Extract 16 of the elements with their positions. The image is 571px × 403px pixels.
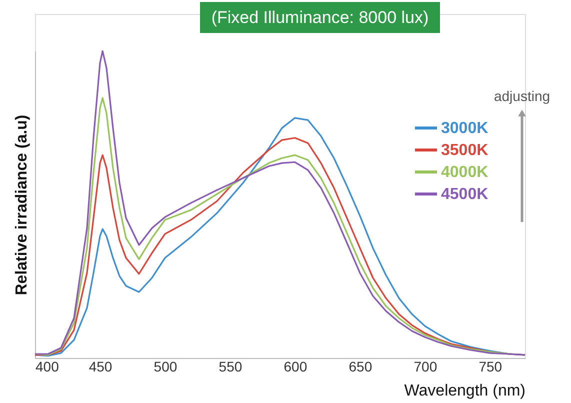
x-tick-label: 450 (88, 358, 112, 374)
x-tick-label: 500 (154, 358, 178, 374)
annotation: adjusting (494, 88, 550, 104)
legend-label: 3500K (441, 142, 489, 159)
x-tick-label: 650 (348, 358, 372, 374)
x-tick-label: 400 (36, 358, 60, 374)
legend-label: 3000K (441, 120, 489, 137)
y-axis-title: Relative irradiance (a.u) (14, 114, 30, 296)
x-tick-label: 600 (284, 358, 308, 374)
legend-label: 4500K (441, 186, 489, 203)
x-tick-label: 750 (478, 358, 502, 374)
x-tick-label: 550 (218, 358, 242, 374)
x-tick-label: 700 (414, 358, 438, 374)
x-axis-title: Wavelength (nm) (404, 382, 526, 400)
chart-title: (Fixed Illuminance: 8000 lux) (211, 8, 429, 27)
legend-label: 4000K (441, 164, 489, 181)
